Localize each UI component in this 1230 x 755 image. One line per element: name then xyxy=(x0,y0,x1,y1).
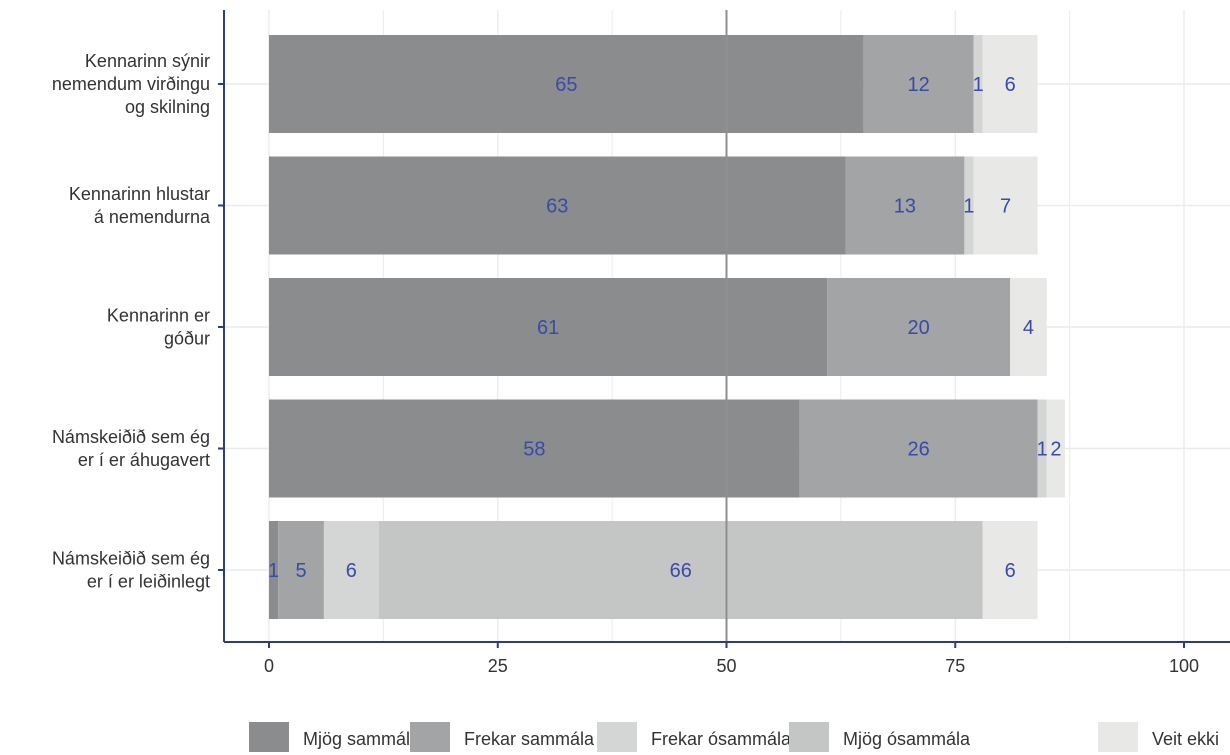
bar-segment xyxy=(964,156,974,255)
legend-label: Veit ekki xyxy=(1152,729,1219,749)
bar-segment xyxy=(982,521,1038,619)
bar-segment xyxy=(1037,399,1047,498)
bar-segment xyxy=(863,35,974,133)
bar-segment xyxy=(1010,278,1047,376)
bars xyxy=(269,35,1066,619)
bar-segment xyxy=(827,278,1011,376)
bar-value-label: 65 xyxy=(555,74,577,96)
bar-segment xyxy=(269,399,800,498)
bar-value-label: 13 xyxy=(894,196,916,218)
x-tick-label: 50 xyxy=(716,656,736,676)
bar-segment xyxy=(269,156,846,255)
bar-value-label: 26 xyxy=(908,439,930,461)
legend: Mjög sammála Frekar sammála Frekar ósammál… xyxy=(249,722,1219,752)
legend-label: Mjög sammála xyxy=(303,729,421,749)
bar-value-label: 5 xyxy=(295,560,306,582)
bar-segment xyxy=(378,521,983,619)
bar-segment xyxy=(269,35,864,133)
bar-value-label: 4 xyxy=(1023,317,1034,339)
legend-label: Frekar ósammála xyxy=(651,729,792,749)
bar-value-label: 58 xyxy=(523,439,545,461)
bar-segment xyxy=(845,156,965,255)
value-labels: 65 12 1 663 13 1 761 20 458 26 1 21 5 6 66 6 xyxy=(268,74,1061,582)
bar-segment xyxy=(1046,399,1066,498)
bar-value-label: 1 xyxy=(973,74,984,96)
bar-segment xyxy=(269,278,828,376)
bar-value-label: 1 xyxy=(268,560,279,582)
category-label: Kennarinn sýnir nemendum virðingu og skiln… xyxy=(52,51,210,117)
category-label: Námskeiðið sem ég er í er leiðinlegt xyxy=(52,549,210,592)
bar-value-label: 6 xyxy=(1005,560,1016,582)
bar-value-label: 1 xyxy=(1037,439,1048,461)
bar-value-label: 61 xyxy=(537,317,559,339)
bar-segment xyxy=(982,35,1038,133)
bar-value-label: 6 xyxy=(346,560,357,582)
bar-value-label: 66 xyxy=(670,560,692,582)
category-label: Námskeiðið sem ég er í er áhugavert xyxy=(52,427,210,470)
bar-value-label: 12 xyxy=(908,74,930,96)
legend-label: Frekar sammála xyxy=(464,729,595,749)
x-tick-label: 75 xyxy=(945,656,965,676)
bar-segment xyxy=(269,521,279,619)
legend-key xyxy=(1098,722,1138,752)
bar-value-label: 6 xyxy=(1005,74,1016,96)
legend-key xyxy=(410,722,450,752)
bar-value-label: 7 xyxy=(1000,196,1011,218)
bar-value-label: 20 xyxy=(908,317,930,339)
bar-segment xyxy=(799,399,1038,498)
legend-key xyxy=(249,722,289,752)
x-tick-label: 0 xyxy=(264,656,274,676)
bar-value-label: 2 xyxy=(1050,439,1061,461)
bar-value-label: 63 xyxy=(546,196,568,218)
bar-value-label: 1 xyxy=(963,196,974,218)
bar-segment xyxy=(323,521,379,619)
bar-segment xyxy=(278,521,324,619)
legend-label: Mjög ósammála xyxy=(843,729,971,749)
x-tick-label: 25 xyxy=(488,656,508,676)
bar-segment xyxy=(973,156,1038,255)
legend-key xyxy=(597,722,637,752)
x-tick-label: 100 xyxy=(1169,656,1199,676)
category-label: Kennarinn hlustar á nemendurna xyxy=(69,184,211,227)
bar-segment xyxy=(973,35,983,133)
category-label: Kennarinn er góður xyxy=(107,306,210,349)
legend-key xyxy=(789,722,829,752)
